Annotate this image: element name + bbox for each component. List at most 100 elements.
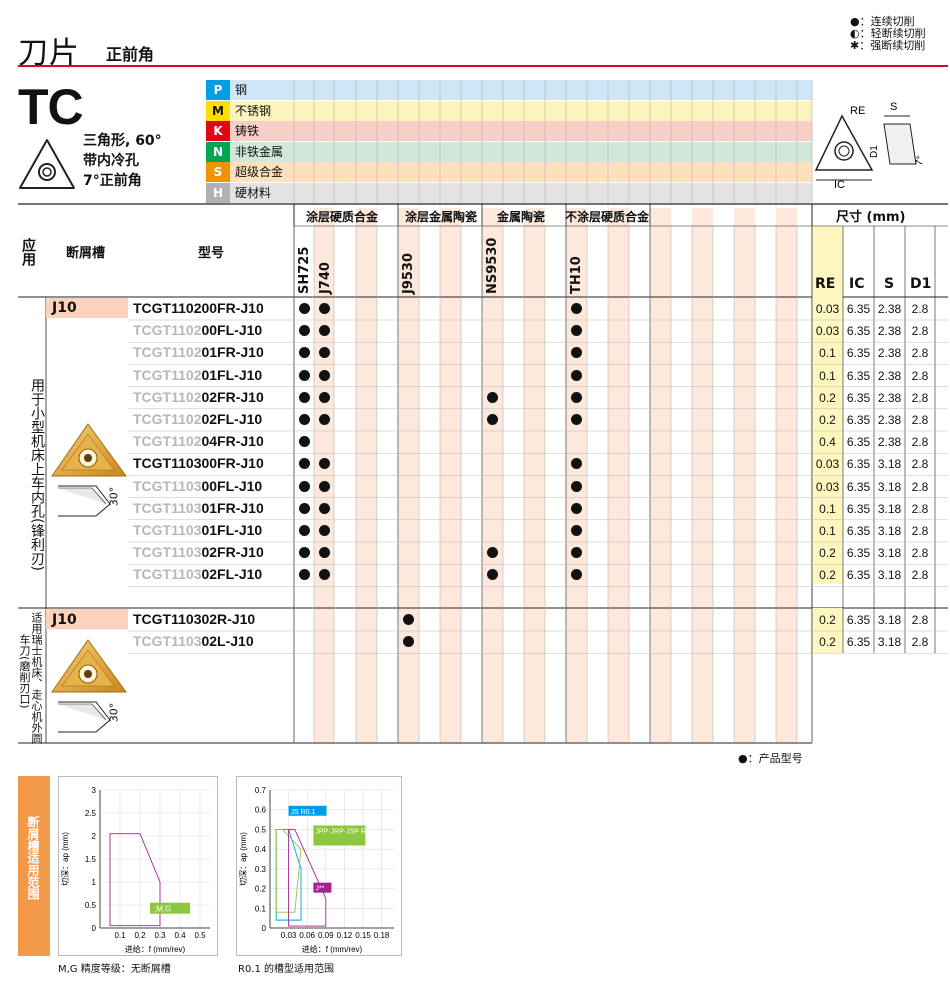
stock-dot (571, 458, 582, 470)
material-code-S: S (206, 162, 230, 182)
size-d1: 2.8 (911, 546, 929, 561)
stock-dot (318, 458, 330, 470)
group-coated-carbide: 涂层硬质合金 (306, 210, 379, 224)
stock-dot (403, 636, 414, 648)
material-row-H: H 硬材料 (206, 182, 812, 203)
stock-dot (298, 502, 310, 514)
stock-dot (298, 391, 310, 403)
material-row-S: S 超级合金 (206, 162, 812, 182)
size-d1: 2.8 (911, 413, 929, 427)
size-re: 0.03 (815, 302, 840, 316)
size-d1: 2.8 (911, 568, 929, 583)
model-prefix: TCGT1102 (133, 411, 202, 427)
stock-dot (571, 525, 582, 536)
size-s: 2.38 (877, 324, 902, 339)
y-tick: 0.5 (85, 901, 97, 910)
model-suffix: 02FL-J10 (201, 566, 263, 583)
section1-angle: 30° (107, 486, 121, 507)
size-re: 0.1 (819, 524, 836, 538)
stock-dot (571, 480, 582, 492)
stock-dot (318, 391, 330, 403)
material-name-P: 钢 (235, 83, 248, 97)
stock-dot (318, 303, 330, 314)
section1-chipbreaker: J10 (52, 300, 77, 316)
model-tcgt110301fr-j10: TCGT110301FR-J10 (133, 500, 264, 516)
y-tick: 0.2 (255, 885, 267, 894)
model-tcgt110302fl-j10: TCGT110302FL-J10 (133, 566, 262, 582)
stock-dot (571, 369, 582, 381)
s-label: S (890, 101, 897, 113)
size-col-d1: D1 (910, 276, 932, 292)
size-re: 0.4 (819, 435, 836, 450)
size-col-s: S (884, 276, 895, 292)
size-s: 3.18 (877, 457, 902, 472)
stock-dot (298, 436, 310, 448)
size-d1: 2.8 (911, 501, 929, 516)
model-tcgt110201fl-j10: TCGT110201FL-J10 (133, 367, 262, 383)
stock-dot (298, 369, 310, 381)
legend-light-interrupted: ◐：轻断续切削 (850, 27, 926, 40)
y-axis-label: 切深：ap (mm) (239, 832, 248, 886)
size-d1: 2.8 (911, 346, 929, 361)
model-tcgt110200fl-j10: TCGT110200FL-J10 (133, 322, 262, 338)
x-tick: 0.5 (194, 931, 206, 940)
size-ic: 6.35 (846, 413, 871, 427)
size-d1: 2.8 (911, 324, 929, 339)
series-area (288, 828, 327, 927)
stock-dot (487, 569, 498, 581)
stock-dot (487, 547, 498, 559)
stock-dot (318, 547, 330, 559)
material-code-M: M (206, 100, 230, 121)
y-tick: 0.7 (255, 786, 267, 795)
x-tick: 0.06 (299, 931, 315, 940)
size-s: 3.18 (877, 635, 902, 650)
stock-dot (318, 480, 330, 492)
x-axis-label: 进给：f (mm/rev) (302, 944, 363, 954)
size-re: 0.03 (815, 324, 840, 339)
size-re: 0.1 (819, 346, 836, 361)
stock-dot (571, 547, 582, 559)
series-label: J** (315, 886, 324, 893)
x-tick: 0.4 (174, 931, 186, 940)
size-s: 3.18 (877, 479, 902, 494)
x-tick: 0.18 (374, 931, 390, 940)
y-tick: 0 (262, 924, 267, 933)
stock-dot (571, 347, 582, 359)
size-s: 2.38 (877, 346, 902, 361)
model-suffix: 04FR-J10 (201, 433, 264, 450)
size-d1: 2.8 (911, 635, 929, 650)
grade-th10: TH10 (569, 256, 584, 294)
size-s: 3.18 (877, 501, 902, 516)
size-ic: 6.35 (846, 368, 871, 383)
series-area (275, 828, 302, 913)
size-s: 2.38 (877, 390, 902, 405)
d1-label: D1 (869, 145, 880, 158)
stock-dot (571, 325, 582, 337)
model-suffix: 01FL-J10 (201, 522, 263, 538)
size-re: 0.03 (815, 457, 840, 472)
material-name-H: 硬材料 (235, 185, 272, 200)
grade-sh725: SH725 (297, 246, 312, 294)
model-tcgt110302r-j10: TCGT110302R-J10 (133, 611, 255, 627)
material-row-K: K 铸铁 (206, 121, 812, 141)
series-label: JPP·JRP·JSP R0.1 (315, 828, 375, 835)
model-prefix: TCGT1103 (133, 522, 202, 538)
model-prefix: TCGT1103 (133, 455, 202, 472)
cutting-legend: ●：连续切削 ◐：轻断续切削 ✱：强断续切削 (850, 16, 926, 52)
size-re: 0.2 (819, 635, 836, 650)
model-suffix: 01FR-J10 (201, 499, 264, 516)
y-tick: 1 (92, 878, 97, 887)
stock-dot (318, 502, 330, 514)
model-prefix: TCGT1102 (133, 388, 202, 405)
material-code-H: H (206, 182, 230, 203)
model-prefix: TCGT1103 (133, 477, 202, 494)
stock-dot (298, 414, 310, 425)
grade-j9530: J9530 (401, 252, 416, 294)
stock-dot (298, 569, 310, 581)
size-ic: 6.35 (846, 613, 871, 627)
model-tcgt110300fr-j10: TCGT110300FR-J10 (133, 455, 264, 471)
title-divider (18, 65, 948, 67)
model-suffix: 00FR-J10 (201, 300, 264, 316)
header-apply: 应用 (20, 238, 36, 266)
